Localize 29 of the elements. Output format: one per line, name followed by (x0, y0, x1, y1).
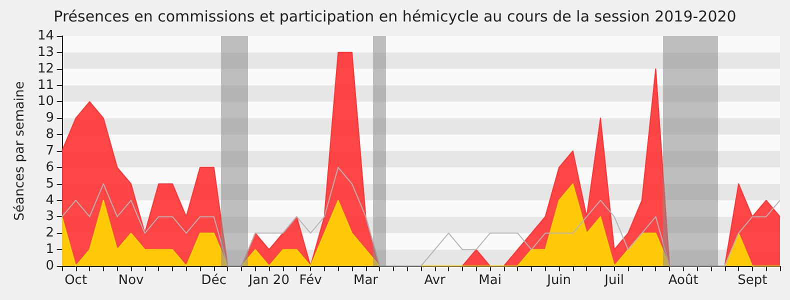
y-tick-label: 0 (46, 258, 54, 274)
y-tick-label: 8 (46, 127, 54, 142)
y-tick-label: 4 (46, 192, 54, 208)
y-axis-title: Séances par semaine (12, 81, 28, 221)
y-tick-label: 2 (46, 226, 54, 241)
x-tick-label: Août (668, 273, 698, 288)
x-tick-label: Sept (738, 273, 768, 288)
y-tick-label: 10 (37, 94, 54, 110)
y-tick-label: 12 (37, 61, 54, 76)
x-tick-label: Juil (604, 273, 624, 288)
y-tick-label: 9 (46, 110, 54, 126)
y-tick-label: 6 (46, 160, 54, 175)
x-tick-label: Mai (478, 273, 502, 288)
x-tick-label: Juin (546, 273, 572, 288)
chart-title: Présences en commissions et participation en hémicycle au cours de la session 2019-2020 (54, 8, 736, 26)
y-tick-label: 7 (46, 144, 54, 158)
y-tick-label: 1 (46, 242, 54, 258)
y-tick-label: 11 (37, 78, 54, 93)
x-tick-label: Fév (299, 273, 322, 288)
y-tick-label: 3 (46, 209, 54, 224)
x-tick-label: Avr (424, 273, 446, 288)
x-tick-label: Nov (118, 273, 144, 288)
y-tick-label: 13 (37, 44, 54, 60)
y-tick-label: 5 (46, 176, 54, 192)
x-tick-label: Jan 20 (248, 273, 290, 288)
x-tick-label: Déc (201, 273, 226, 288)
y-tick-label: 14 (37, 28, 54, 44)
x-tick-label: Mar (354, 273, 379, 288)
x-tick-label: Oct (64, 273, 88, 288)
